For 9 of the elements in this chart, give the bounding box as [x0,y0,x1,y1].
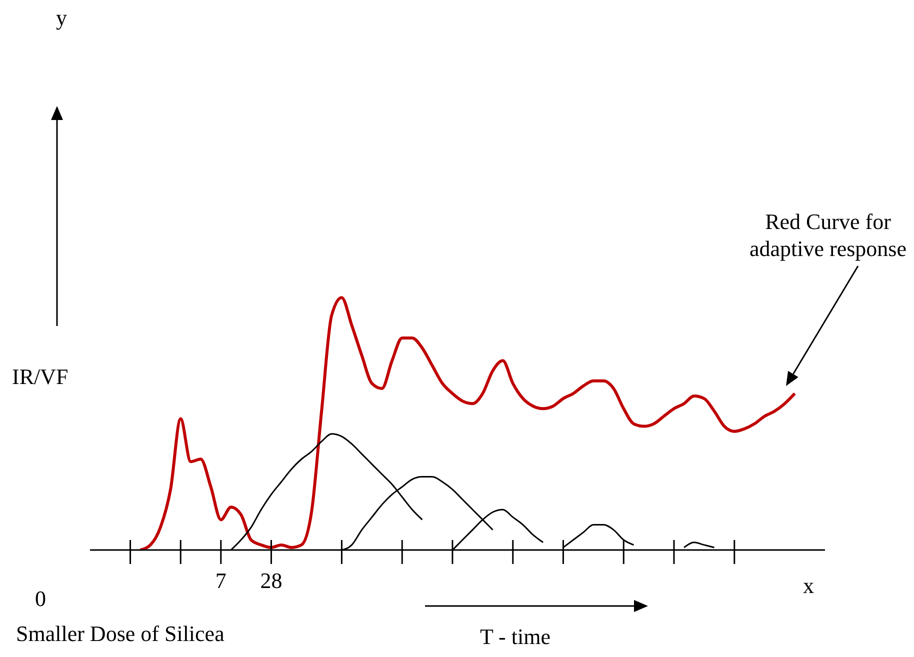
text: Red Curve for adaptive response [748,208,908,262]
text: IR/VF [12,363,68,390]
x-tick-label: 7 [215,568,226,593]
text: Smaller Dose of Silicea [16,620,224,647]
text: y [56,4,67,31]
text: 0 [35,585,46,612]
x-tick-label: 28 [260,568,282,593]
text: T - time [480,623,550,650]
x-axis-title: x [803,573,814,599]
